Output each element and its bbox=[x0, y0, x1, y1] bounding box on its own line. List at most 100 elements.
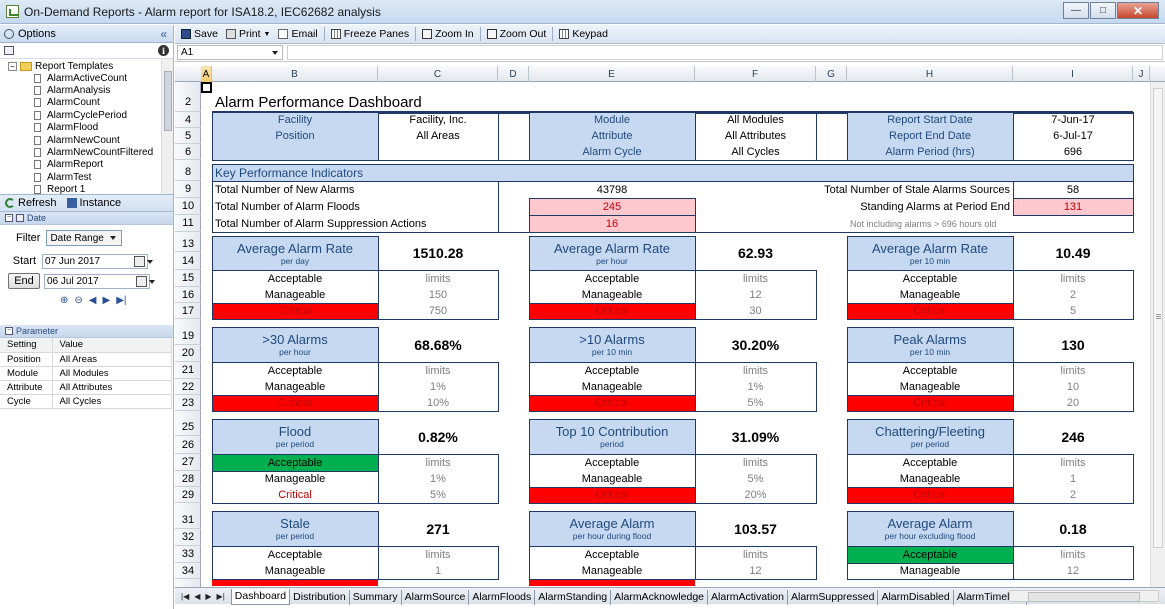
first-tab-icon[interactable]: |◀ bbox=[181, 591, 190, 601]
zoom-in-button[interactable]: Zoom In bbox=[418, 26, 478, 43]
dropdown-arrow-icon[interactable]: ▼ bbox=[263, 30, 271, 38]
critical-label[interactable]: Critical bbox=[595, 305, 629, 317]
dashboard-title[interactable]: Alarm Performance Dashboard bbox=[215, 94, 422, 111]
acceptable-limit[interactable]: limits bbox=[1060, 456, 1086, 469]
vertical-scrollbar[interactable] bbox=[1150, 82, 1165, 587]
row-header[interactable]: 9 bbox=[175, 181, 201, 198]
collapse-chevron-icon[interactable]: « bbox=[160, 27, 167, 41]
card-value[interactable]: 271 bbox=[426, 520, 450, 537]
sheet-tab[interactable]: AlarmStanding bbox=[535, 589, 612, 605]
freeze-panes-button[interactable]: Freeze Panes bbox=[327, 26, 413, 43]
section-collapse-icon[interactable]: − bbox=[5, 214, 13, 222]
row-header[interactable]: 28 bbox=[175, 471, 201, 487]
acceptable-limit[interactable]: limits bbox=[742, 548, 769, 561]
manageable-limit[interactable]: 1 bbox=[434, 565, 442, 577]
sheet-tab[interactable]: AlarmDisabled bbox=[878, 589, 954, 605]
card-header[interactable]: Flood per period bbox=[212, 419, 378, 454]
parameter-row[interactable]: Attribute All Attributes bbox=[0, 380, 172, 395]
acceptable-label[interactable]: Acceptable bbox=[267, 364, 323, 377]
critical-label[interactable]: Critical bbox=[278, 489, 312, 501]
column-header[interactable]: A bbox=[201, 66, 212, 82]
suppression-value[interactable]: 16 bbox=[605, 217, 619, 230]
calendar-picker-icon[interactable] bbox=[134, 255, 153, 267]
manageable-label[interactable]: Manageable bbox=[899, 289, 961, 301]
manageable-limit[interactable]: 12 bbox=[749, 289, 762, 301]
keypad-button[interactable]: Keypad bbox=[555, 26, 612, 43]
manageable-label[interactable]: Manageable bbox=[899, 381, 961, 393]
facility-label[interactable]: Facility bbox=[277, 114, 313, 126]
column-header[interactable]: C bbox=[378, 66, 498, 82]
row-header[interactable]: 20 bbox=[175, 345, 201, 362]
minimize-button[interactable]: — bbox=[1063, 2, 1089, 19]
row-header[interactable]: 17 bbox=[175, 303, 201, 319]
acceptable-limit[interactable]: limits bbox=[742, 456, 769, 469]
calendar-picker-icon[interactable] bbox=[136, 275, 155, 287]
acceptable-limit[interactable]: limits bbox=[742, 364, 769, 377]
manageable-label[interactable]: Manageable bbox=[264, 473, 326, 485]
acceptable-limit[interactable]: limits bbox=[1060, 364, 1086, 377]
row-header[interactable]: 23 bbox=[175, 395, 201, 411]
cycle-value[interactable]: All Cycles bbox=[731, 146, 780, 158]
row-header[interactable]: 26 bbox=[175, 436, 201, 454]
row-header[interactable]: 15 bbox=[175, 270, 201, 287]
standing-value[interactable]: 131 bbox=[1063, 200, 1083, 213]
tree-item-template[interactable]: AlarmNewCountFiltered bbox=[0, 146, 173, 158]
manageable-label[interactable]: Manageable bbox=[581, 381, 643, 393]
previous-icon[interactable]: ◀ bbox=[88, 294, 97, 306]
sheet-tab[interactable]: Summary bbox=[350, 589, 402, 605]
param-value[interactable]: All Cycles bbox=[52, 394, 172, 409]
card-header[interactable]: Average Alarm per hour during flood bbox=[529, 511, 695, 546]
manageable-limit[interactable]: 1% bbox=[430, 473, 446, 485]
row-header[interactable]: 29 bbox=[175, 487, 201, 503]
floods-value[interactable]: 245 bbox=[602, 200, 622, 213]
row-header[interactable]: 13 bbox=[175, 236, 201, 252]
end-button[interactable]: End bbox=[8, 273, 40, 289]
report-start-value[interactable]: 7-Jun-17 bbox=[1051, 114, 1095, 126]
acceptable-limit[interactable]: limits bbox=[425, 548, 451, 561]
sheet-tab[interactable]: Dashboard bbox=[230, 588, 291, 605]
sheet-tab[interactable]: Distribution bbox=[290, 589, 350, 605]
row-header[interactable]: 8 bbox=[175, 164, 201, 181]
position-label[interactable]: Position bbox=[275, 130, 315, 142]
standing-label[interactable]: Standing Alarms at Period End bbox=[860, 200, 1010, 213]
tree-root[interactable]: − Report Templates bbox=[0, 60, 173, 72]
tree-scrollbar[interactable] bbox=[161, 59, 173, 194]
horizontal-scrollbar[interactable] bbox=[1009, 590, 1159, 602]
card-header[interactable]: Average Alarm per hour excluding flood bbox=[847, 511, 1013, 546]
card-header[interactable]: Average Alarm Rate per day bbox=[212, 236, 378, 270]
row-header[interactable]: 10 bbox=[175, 198, 201, 215]
acceptable-label[interactable]: Acceptable bbox=[902, 548, 958, 561]
tree-item-template[interactable]: AlarmCount bbox=[0, 97, 173, 109]
end-date-input[interactable]: 06 Jul 2017 bbox=[44, 273, 155, 289]
sheet-tab[interactable]: AlarmFloods bbox=[469, 589, 536, 605]
acceptable-limit[interactable]: limits bbox=[1060, 548, 1086, 561]
param-value[interactable]: All Attributes bbox=[52, 380, 172, 395]
row-header[interactable]: 33 bbox=[175, 546, 201, 563]
instance-button[interactable]: Instance bbox=[66, 197, 121, 209]
attribute-value[interactable]: All Attributes bbox=[724, 130, 787, 142]
acceptable-label[interactable]: Acceptable bbox=[584, 456, 640, 469]
acceptable-limit[interactable]: limits bbox=[425, 364, 451, 377]
column-header[interactable]: B bbox=[212, 66, 378, 82]
acceptable-limit[interactable]: limits bbox=[425, 272, 451, 285]
row-header[interactable]: 2 bbox=[175, 93, 201, 112]
critical-limit[interactable]: 10% bbox=[426, 397, 450, 409]
card-value[interactable]: 103.57 bbox=[734, 520, 777, 537]
card-header[interactable]: Average Alarm Rate per 10 min bbox=[847, 236, 1013, 270]
critical-limit[interactable]: 5% bbox=[747, 397, 764, 409]
row-header[interactable]: 27 bbox=[175, 454, 201, 471]
critical-limit[interactable]: 20 bbox=[1066, 397, 1080, 409]
collapse-icon[interactable]: − bbox=[8, 61, 17, 71]
last-tab-icon[interactable]: ▶| bbox=[216, 591, 225, 601]
tree-item-template[interactable]: Report 1 bbox=[0, 184, 173, 194]
row-header[interactable]: 21 bbox=[175, 362, 201, 379]
param-value[interactable]: All Modules bbox=[52, 366, 172, 381]
tree-item-template[interactable]: AlarmFlood bbox=[0, 122, 173, 134]
acceptable-limit[interactable]: limits bbox=[1060, 272, 1086, 285]
manageable-label[interactable]: Manageable bbox=[899, 473, 961, 485]
manageable-label[interactable]: Manageable bbox=[264, 289, 326, 301]
manageable-limit[interactable]: 2 bbox=[1069, 289, 1077, 301]
parameter-row[interactable]: Cycle All Cycles bbox=[0, 394, 172, 409]
card-value[interactable]: 10.49 bbox=[1055, 245, 1091, 261]
